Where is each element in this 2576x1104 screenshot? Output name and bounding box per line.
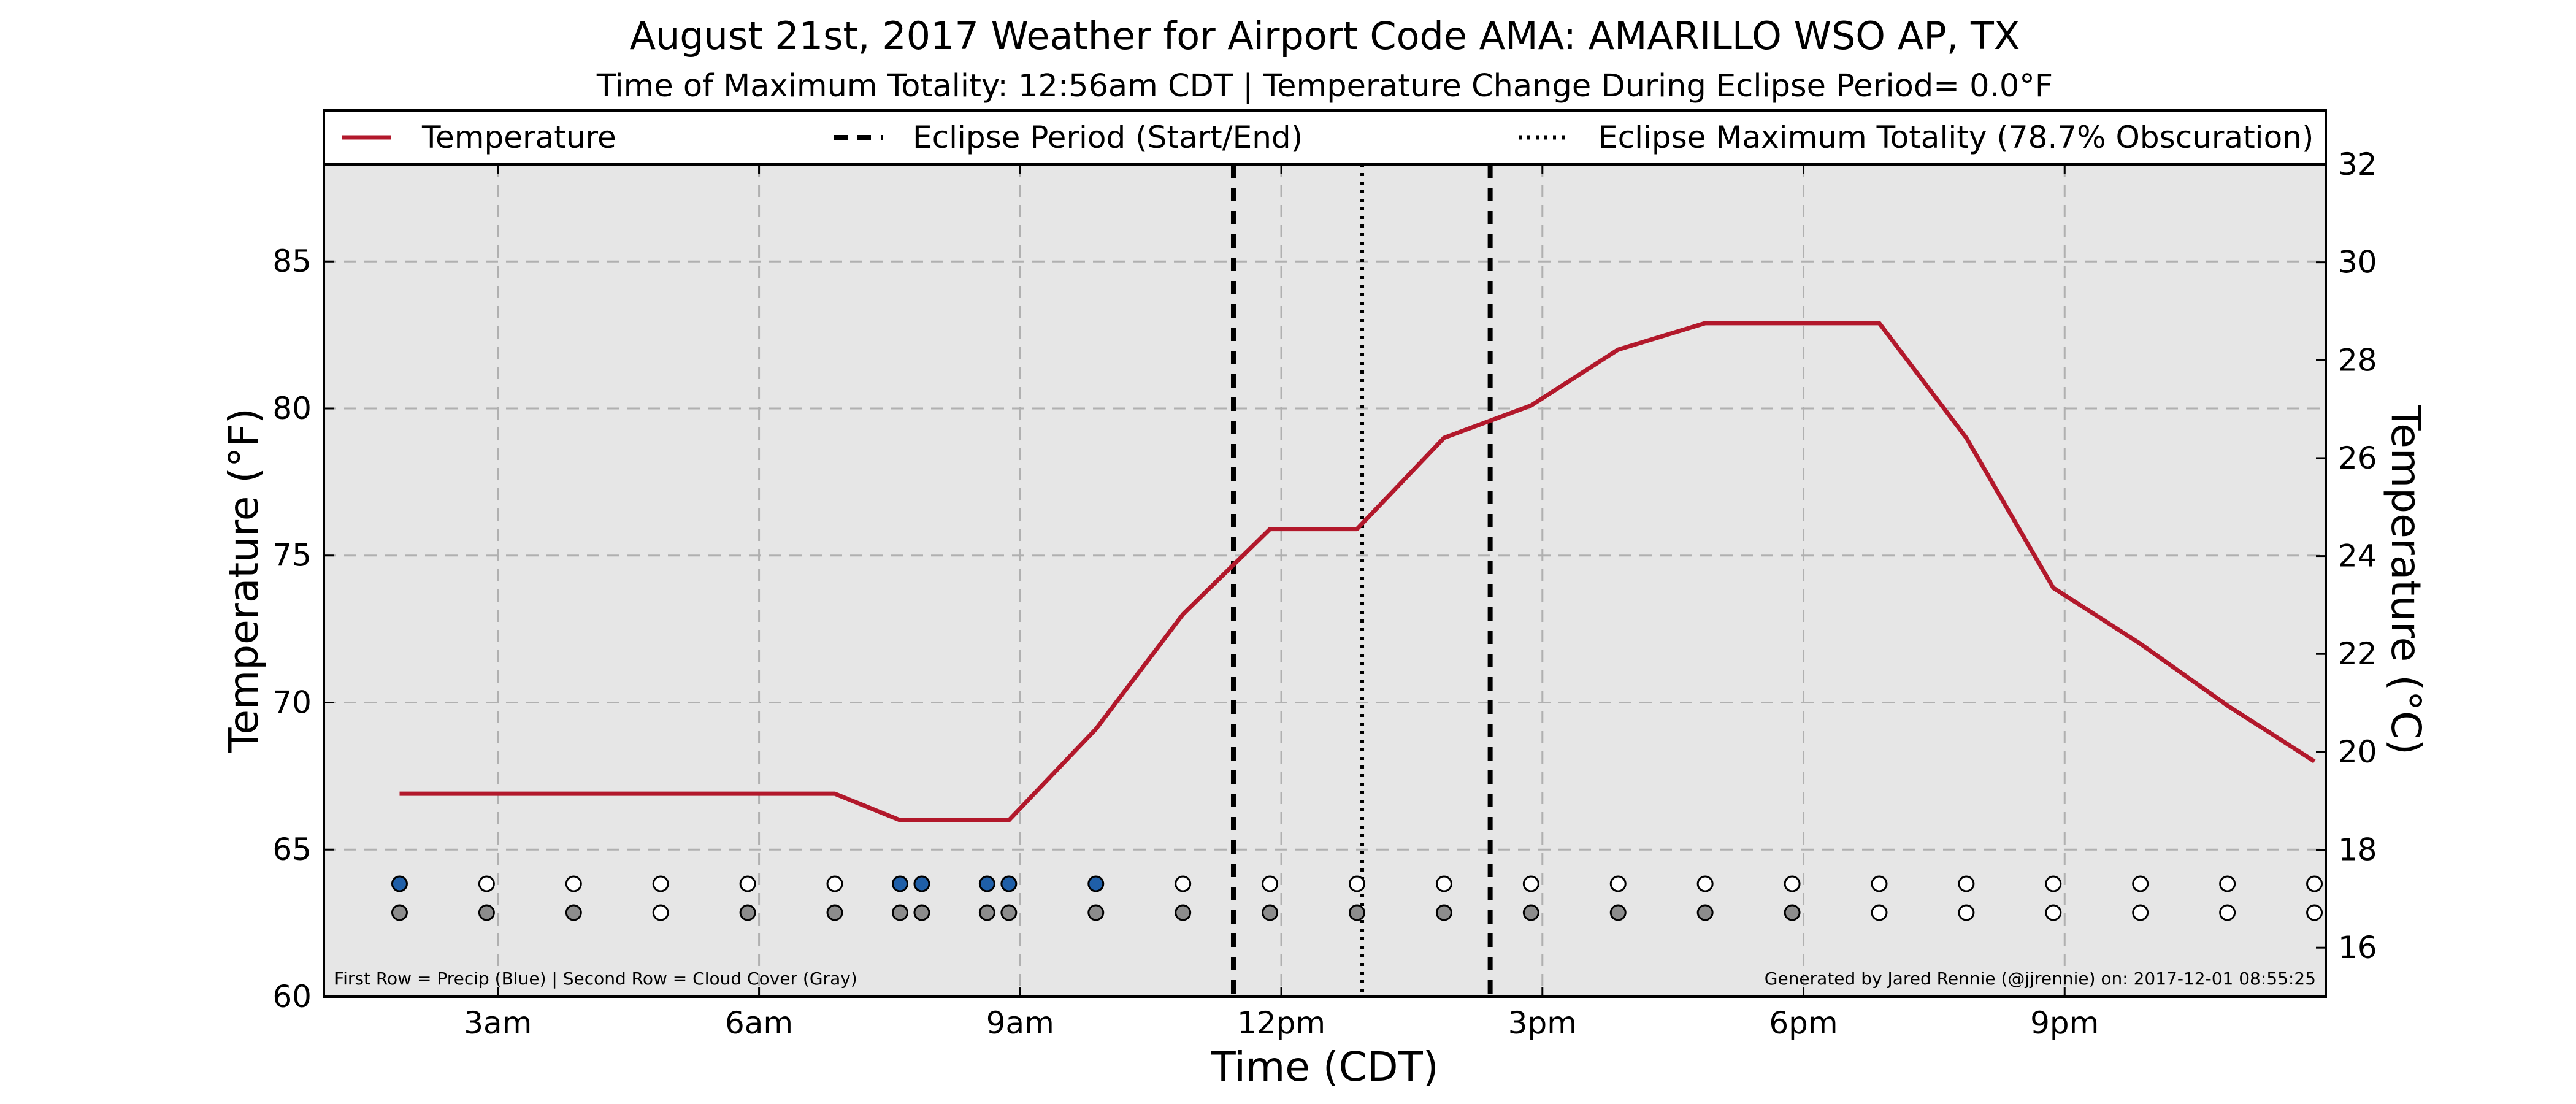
- cloud-dot: [478, 904, 495, 921]
- precip-dot: [1958, 875, 1975, 892]
- cloud-dot: [565, 904, 582, 921]
- precip-dot: [1349, 875, 1366, 892]
- grid: [324, 164, 2326, 997]
- precip-dot: [826, 875, 843, 892]
- cloud-dot: [2132, 904, 2149, 921]
- cloud-dot: [1435, 904, 1452, 921]
- cloud-dot: [391, 904, 408, 921]
- x-tick-label: 6am: [725, 1005, 793, 1041]
- cloud-dot: [739, 904, 756, 921]
- y2-tick-label: 30: [2338, 245, 2377, 280]
- chart-title: August 21st, 2017 Weather for Airport Co…: [630, 13, 2020, 58]
- precip-dot: [891, 875, 908, 892]
- cloud-dot: [652, 904, 669, 921]
- footnote-credit: Generated by Jared Rennie (@jjrennie) on…: [1765, 968, 2316, 989]
- cloud-dot: [1522, 904, 1539, 921]
- precip-dot: [739, 875, 756, 892]
- legend-eclipse-period-label: Eclipse Period (Start/End): [913, 120, 1303, 155]
- precip-dot: [1435, 875, 1452, 892]
- legend-box: [323, 109, 2327, 166]
- cloud-dot: [2219, 904, 2236, 921]
- x-tick-label: 3am: [464, 1005, 532, 1041]
- precip-dot: [652, 875, 669, 892]
- x-tick-label: 9am: [986, 1005, 1054, 1041]
- x-tick-label: 6pm: [1769, 1005, 1838, 1041]
- y2-tick-label: 32: [2338, 147, 2377, 182]
- precip-dot: [2306, 875, 2323, 892]
- y2-tick-label: 22: [2338, 636, 2377, 672]
- cloud-dot: [891, 904, 908, 921]
- precip-dot: [913, 875, 930, 892]
- x-tick-label: 12pm: [1237, 1005, 1325, 1041]
- cloud-dot: [826, 904, 843, 921]
- y2-axis-label: Temperature (°C): [2382, 405, 2429, 755]
- precip-dot: [1696, 875, 1714, 892]
- eclipse-lines: [1230, 164, 1493, 997]
- y-tick-label: 70: [272, 684, 312, 720]
- precip-dot: [478, 875, 495, 892]
- x-axis-label: Time (CDT): [1210, 1043, 1438, 1091]
- precip-dot: [1522, 875, 1539, 892]
- cloud-dot: [1609, 904, 1627, 921]
- y-tick-label: 80: [272, 391, 312, 426]
- cloud-dot: [2045, 904, 2062, 921]
- cloud-dot: [1784, 904, 1801, 921]
- cloud-dot: [2306, 904, 2323, 921]
- temperature-line: [399, 321, 2316, 822]
- cloud-dot: [1000, 904, 1018, 921]
- precip-dot: [1609, 875, 1627, 892]
- cloud-dot: [1175, 904, 1192, 921]
- precip-dot: [2219, 875, 2236, 892]
- precip-dot: [2045, 875, 2062, 892]
- plot-frame: [323, 163, 2327, 998]
- y-tick-label: 75: [272, 538, 312, 573]
- chart-subtitle: Time of Maximum Totality: 12:56am CDT | …: [596, 68, 2053, 104]
- plot-area: [324, 164, 2326, 997]
- precip-dot: [1871, 875, 1888, 892]
- y-tick-label: 65: [272, 832, 312, 867]
- cloud-dot: [1349, 904, 1366, 921]
- temperature-series: [399, 321, 2316, 822]
- precip-dot: [565, 875, 582, 892]
- y2-tick-label: 16: [2338, 930, 2377, 965]
- precip-dot: [391, 875, 408, 892]
- y-axis-label: Temperature (°F): [220, 408, 267, 753]
- y-tick-label: 60: [272, 979, 312, 1014]
- y2-tick-label: 24: [2338, 539, 2377, 574]
- precip-dot: [1175, 875, 1192, 892]
- precip-dot: [2132, 875, 2149, 892]
- cloud-dot: [1958, 904, 1975, 921]
- weather-dots: [391, 875, 2323, 921]
- cloud-dot: [978, 904, 995, 921]
- y-tick-label: 85: [272, 243, 312, 279]
- y2-tick-label: 18: [2338, 832, 2377, 868]
- precip-dot: [1262, 875, 1279, 892]
- y2-tick-label: 26: [2338, 440, 2377, 476]
- legend-eclipse-max-label: Eclipse Maximum Totality (78.7% Obscurat…: [1598, 120, 2313, 155]
- y2-tick-label: 20: [2338, 734, 2377, 770]
- x-tick-label: 3pm: [1508, 1005, 1577, 1041]
- cloud-dot: [1696, 904, 1714, 921]
- y2-tick-label: 28: [2338, 342, 2377, 378]
- precip-dot: [1784, 875, 1801, 892]
- precip-dot: [1087, 875, 1105, 892]
- legend: Temperature Eclipse Period (Start/End) E…: [323, 109, 2327, 166]
- precip-dot: [1000, 875, 1018, 892]
- precip-dot: [978, 875, 995, 892]
- cloud-dot: [1871, 904, 1888, 921]
- footnote-legend: First Row = Precip (Blue) | Second Row =…: [334, 968, 857, 989]
- cloud-dot: [1262, 904, 1279, 921]
- cloud-dot: [1087, 904, 1105, 921]
- legend-temperature-label: Temperature: [421, 120, 616, 155]
- x-tick-label: 9pm: [2030, 1005, 2099, 1041]
- axes-ticks: 3am 6am 9am 12pm 3pm 6pm 9pm 60 65 70 75 80 85 16 18 20…: [272, 147, 2377, 1041]
- cloud-dot: [913, 904, 930, 921]
